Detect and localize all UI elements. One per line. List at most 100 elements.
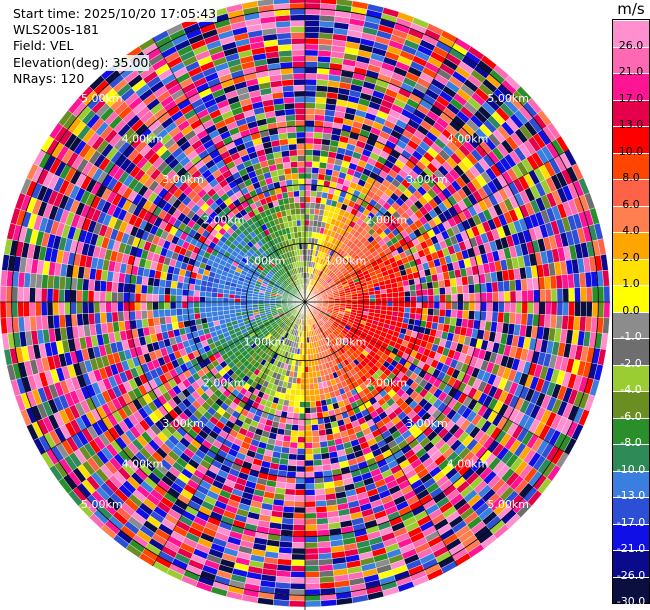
velocity-gate (117, 282, 125, 293)
velocity-gate (392, 292, 399, 298)
velocity-gate (304, 26, 320, 33)
velocity-gate (315, 511, 328, 519)
velocity-gate (17, 286, 24, 303)
velocity-gate (175, 301, 183, 309)
velocity-gate (315, 506, 328, 514)
velocity-gate (140, 310, 148, 320)
velocity-gate (603, 301, 611, 319)
velocity-gate (304, 108, 316, 115)
velocity-gate (591, 301, 599, 318)
velocity-gate (550, 288, 558, 303)
velocity-gate (301, 366, 306, 373)
velocity-gate (439, 301, 446, 310)
velocity-gate (111, 281, 119, 293)
velocity-gate (294, 500, 306, 508)
velocity-gate (187, 289, 195, 297)
velocity-gate (310, 406, 317, 414)
velocity-gate (318, 161, 328, 169)
velocity-gate (222, 297, 230, 303)
velocity-gate (228, 301, 235, 307)
velocity-gate (304, 571, 320, 578)
velocity-gate (222, 301, 230, 307)
velocity-gate (304, 565, 320, 572)
velocity-gate (304, 489, 316, 496)
velocity-gate (205, 301, 212, 308)
velocity-gate (550, 301, 558, 316)
velocity-gate (450, 285, 458, 295)
velocity-gate (515, 301, 523, 314)
velocity-gate (527, 289, 534, 303)
velocity-gate (23, 287, 30, 303)
velocity-gate (246, 298, 253, 303)
velocity-gate (308, 377, 314, 385)
velocity-gate (456, 309, 464, 319)
velocity-gate (158, 286, 166, 295)
velocity-gate (309, 383, 315, 391)
velocity-gate (568, 301, 575, 317)
velocity-gate (205, 296, 212, 303)
velocity-gate (93, 301, 101, 314)
velocity-gate (240, 301, 247, 306)
velocity-gate (312, 447, 322, 455)
velocity-gate (304, 547, 319, 555)
velocity-gate (246, 304, 253, 309)
velocity-gate (304, 395, 311, 402)
velocity-gate (298, 418, 306, 426)
velocity-gate (293, 512, 306, 520)
velocity-gate (304, 184, 312, 191)
velocity-gate (76, 301, 83, 315)
velocity-gate (304, 0, 322, 4)
velocity-gate (386, 292, 394, 298)
velocity-gate (444, 309, 452, 318)
velocity-gate (105, 281, 113, 293)
velocity-gate (520, 278, 528, 291)
velocity-gate (318, 435, 328, 443)
velocity-gate (164, 294, 171, 303)
velocity-gate (199, 307, 206, 314)
velocity-gate (480, 301, 487, 312)
velocity-gate (443, 278, 451, 288)
velocity-gate (290, 436, 299, 443)
velocity-gate (304, 413, 312, 420)
velocity-gate (514, 279, 522, 292)
velocity-gate (574, 287, 581, 303)
velocity-gate (282, 506, 295, 514)
velocity-gate (503, 291, 511, 303)
velocity-gate (193, 307, 201, 314)
velocity-gate (312, 377, 319, 384)
velocity-gate (462, 310, 470, 320)
velocity-gate (199, 312, 207, 319)
velocity-gate (375, 301, 382, 307)
velocity-gate (304, 372, 310, 379)
velocity-gate (205, 311, 213, 318)
velocity-gate (445, 294, 452, 303)
velocity-gate (294, 395, 301, 402)
velocity-gate (87, 301, 95, 314)
velocity-gate (140, 293, 148, 303)
velocity-gate (304, 131, 315, 139)
velocity-gate (293, 406, 300, 414)
velocity-gate (304, 55, 319, 62)
velocity-gate (304, 137, 314, 145)
velocity-gate (286, 471, 297, 478)
velocity-gate (187, 301, 194, 309)
velocity-gate (304, 360, 309, 367)
velocity-gate (304, 208, 311, 215)
velocity-gate (474, 310, 481, 321)
velocity-gate (304, 530, 318, 537)
velocity-gate (439, 287, 446, 296)
velocity-gate (194, 284, 201, 292)
velocity-gate (391, 287, 399, 293)
velocity-gate (164, 301, 171, 310)
velocity-gate (304, 407, 311, 414)
velocity-gate (315, 406, 323, 413)
velocity-gate (158, 294, 165, 303)
velocity-gate (246, 301, 253, 306)
velocity-gate (304, 542, 319, 549)
velocity-gate (187, 307, 195, 315)
velocity-gate (146, 293, 153, 303)
velocity-gate (386, 306, 394, 312)
velocity-gate (304, 84, 317, 92)
velocity-gate (299, 395, 306, 402)
velocity-gate (211, 301, 218, 308)
